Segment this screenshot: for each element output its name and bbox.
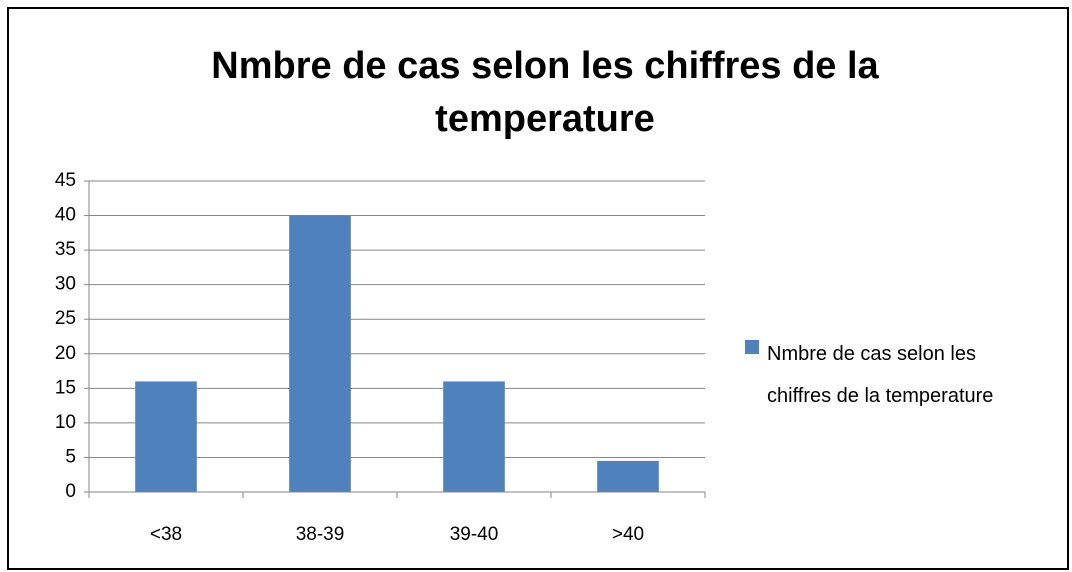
chart-frame bbox=[7, 7, 1069, 570]
x-tick-label: <38 bbox=[150, 524, 182, 545]
x-tick-label: 39-40 bbox=[450, 524, 499, 545]
y-tick-label: 40 bbox=[55, 205, 76, 226]
bar bbox=[443, 381, 505, 492]
y-tick-label: 5 bbox=[65, 446, 76, 467]
bar bbox=[135, 381, 197, 492]
bar bbox=[597, 460, 659, 492]
legend-label: Nmbre de cas selon les chiffres de la te… bbox=[767, 343, 994, 407]
y-tick-label: 15 bbox=[55, 377, 76, 398]
legend-key bbox=[745, 340, 759, 354]
y-tick-label: 35 bbox=[55, 239, 76, 260]
y-tick-label: 25 bbox=[55, 308, 76, 329]
y-tick-label: 10 bbox=[55, 412, 76, 433]
chart-title: Nmbre de cas selon les chiffres de la te… bbox=[211, 45, 879, 140]
y-tick-label: 20 bbox=[55, 343, 76, 364]
y-tick-label: 0 bbox=[65, 481, 76, 502]
bar bbox=[289, 215, 351, 493]
y-tick-label: 30 bbox=[55, 274, 76, 295]
x-tick-label: >40 bbox=[612, 524, 644, 545]
x-tick-label: 38-39 bbox=[296, 524, 345, 545]
y-tick-label: 45 bbox=[55, 170, 76, 191]
